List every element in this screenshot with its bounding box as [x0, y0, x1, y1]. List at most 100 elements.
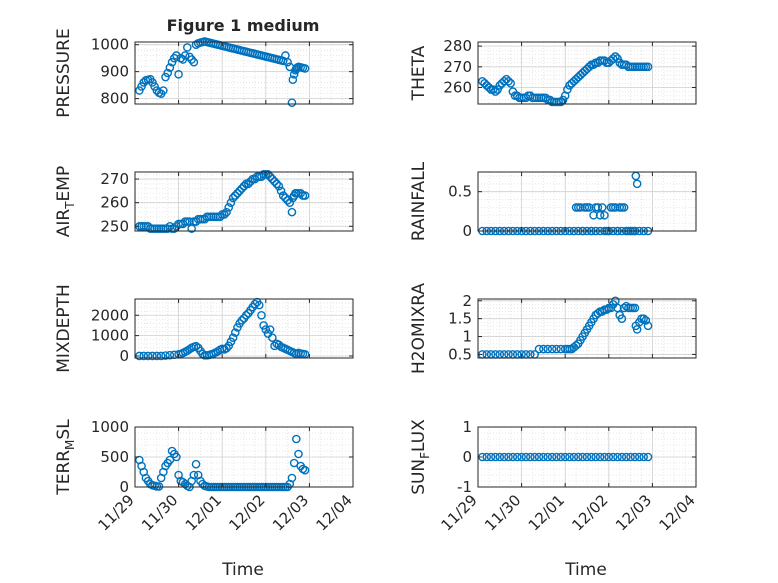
data-point — [621, 452, 631, 462]
data-point — [617, 314, 627, 323]
data-point — [169, 224, 179, 233]
y-tick-label: 250 — [100, 217, 129, 235]
data-point — [239, 181, 249, 191]
y-tick-label: 270 — [443, 58, 472, 76]
data-point — [635, 452, 644, 462]
data-point — [534, 344, 544, 354]
axes-box — [477, 171, 697, 232]
data-point — [270, 177, 279, 186]
y-tick-label: 260 — [100, 194, 129, 212]
data-point — [504, 452, 513, 462]
data-point — [584, 62, 594, 72]
data-point — [287, 98, 297, 107]
y-tick-label: 0.5 — [448, 345, 472, 363]
data-point — [244, 179, 253, 189]
data-point — [222, 207, 231, 217]
y-tick-label: 1000 — [91, 36, 129, 54]
data-point — [493, 85, 502, 94]
data-point — [289, 70, 299, 79]
panel-4: 0 1000 2000 MIXDEPTH — [54, 284, 354, 373]
y-tick-label: 0 — [119, 347, 129, 365]
data-point — [294, 449, 303, 459]
data-point — [571, 341, 581, 350]
data-point — [517, 452, 526, 462]
data-point — [259, 321, 268, 330]
y-tick-label: 900 — [100, 63, 129, 81]
data-point — [246, 177, 255, 186]
panel-7: -1 0 1 11/29 11/30 12/01 12/02 12/03 12/04 SUNFLU… — [409, 418, 699, 534]
data-point — [619, 203, 629, 212]
panel-2: 250 260 270 AIRTEMP — [54, 166, 354, 237]
data-point — [274, 181, 284, 191]
data-point — [228, 193, 238, 203]
data-point — [641, 316, 651, 325]
x-label-left: Time — [221, 560, 264, 580]
y-tick-label: 260 — [443, 78, 472, 96]
data-point — [593, 309, 603, 318]
data-point — [600, 452, 609, 462]
data-point — [257, 310, 266, 320]
data-point — [296, 188, 305, 198]
data-point — [534, 452, 544, 462]
data-point — [263, 170, 273, 179]
data-point — [152, 351, 162, 361]
x-tick-label: 11/30 — [138, 491, 181, 534]
data-point — [261, 325, 271, 334]
y-tick-label: 0.5 — [448, 183, 472, 201]
x-tick-label: 12/03 — [612, 491, 655, 534]
data-point — [226, 337, 236, 347]
y-axis-label: THETA — [409, 45, 429, 101]
panel-6: 0 500 1000 11/29 11/30 12/01 12/02 12/03 12/04 TE… — [54, 418, 356, 534]
data-point — [512, 452, 522, 462]
data-point — [563, 85, 572, 94]
data-point — [630, 303, 640, 313]
data-point — [530, 452, 539, 462]
data-point — [639, 314, 648, 323]
x-tick-label: 12/01 — [182, 491, 225, 534]
data-point — [226, 198, 236, 207]
data-point — [484, 83, 494, 92]
data-point — [292, 434, 301, 444]
x-tick-label: 11/30 — [481, 491, 524, 534]
data-point — [265, 172, 275, 182]
data-point — [613, 54, 622, 63]
data-point — [237, 316, 247, 325]
data-point — [230, 328, 240, 337]
data-point — [482, 452, 492, 462]
data-point — [287, 473, 297, 483]
data-point — [547, 452, 557, 462]
axes-box — [134, 171, 354, 232]
data-point — [587, 452, 596, 462]
data-point — [233, 323, 242, 332]
data-point — [595, 210, 605, 220]
y-tick-label: 800 — [100, 90, 129, 108]
data-point — [165, 350, 175, 360]
data-point — [589, 60, 598, 70]
data-point — [639, 452, 648, 462]
data-point — [632, 179, 642, 189]
data-point — [508, 452, 518, 462]
data-point — [143, 351, 153, 361]
data-point — [156, 351, 166, 361]
data-point — [552, 344, 561, 354]
y-tick-label: 1000 — [91, 327, 129, 345]
data-point — [230, 191, 240, 200]
data-point — [504, 76, 513, 86]
axes-box — [134, 298, 354, 359]
data-point — [161, 351, 170, 360]
y-tick-label: -1 — [457, 478, 472, 496]
data-point — [597, 307, 607, 316]
data-point — [600, 210, 609, 220]
y-tick-label: 1 — [462, 328, 472, 346]
data-point — [159, 86, 168, 95]
axes-box — [134, 41, 354, 105]
data-point — [552, 452, 561, 462]
data-point — [276, 186, 286, 196]
data-point — [608, 54, 618, 63]
x-tick-label: 12/03 — [269, 491, 312, 534]
x-tick-label: 11/29 — [438, 491, 481, 534]
data-point — [543, 452, 553, 462]
axes-box — [477, 41, 697, 105]
plot-area — [135, 299, 353, 358]
